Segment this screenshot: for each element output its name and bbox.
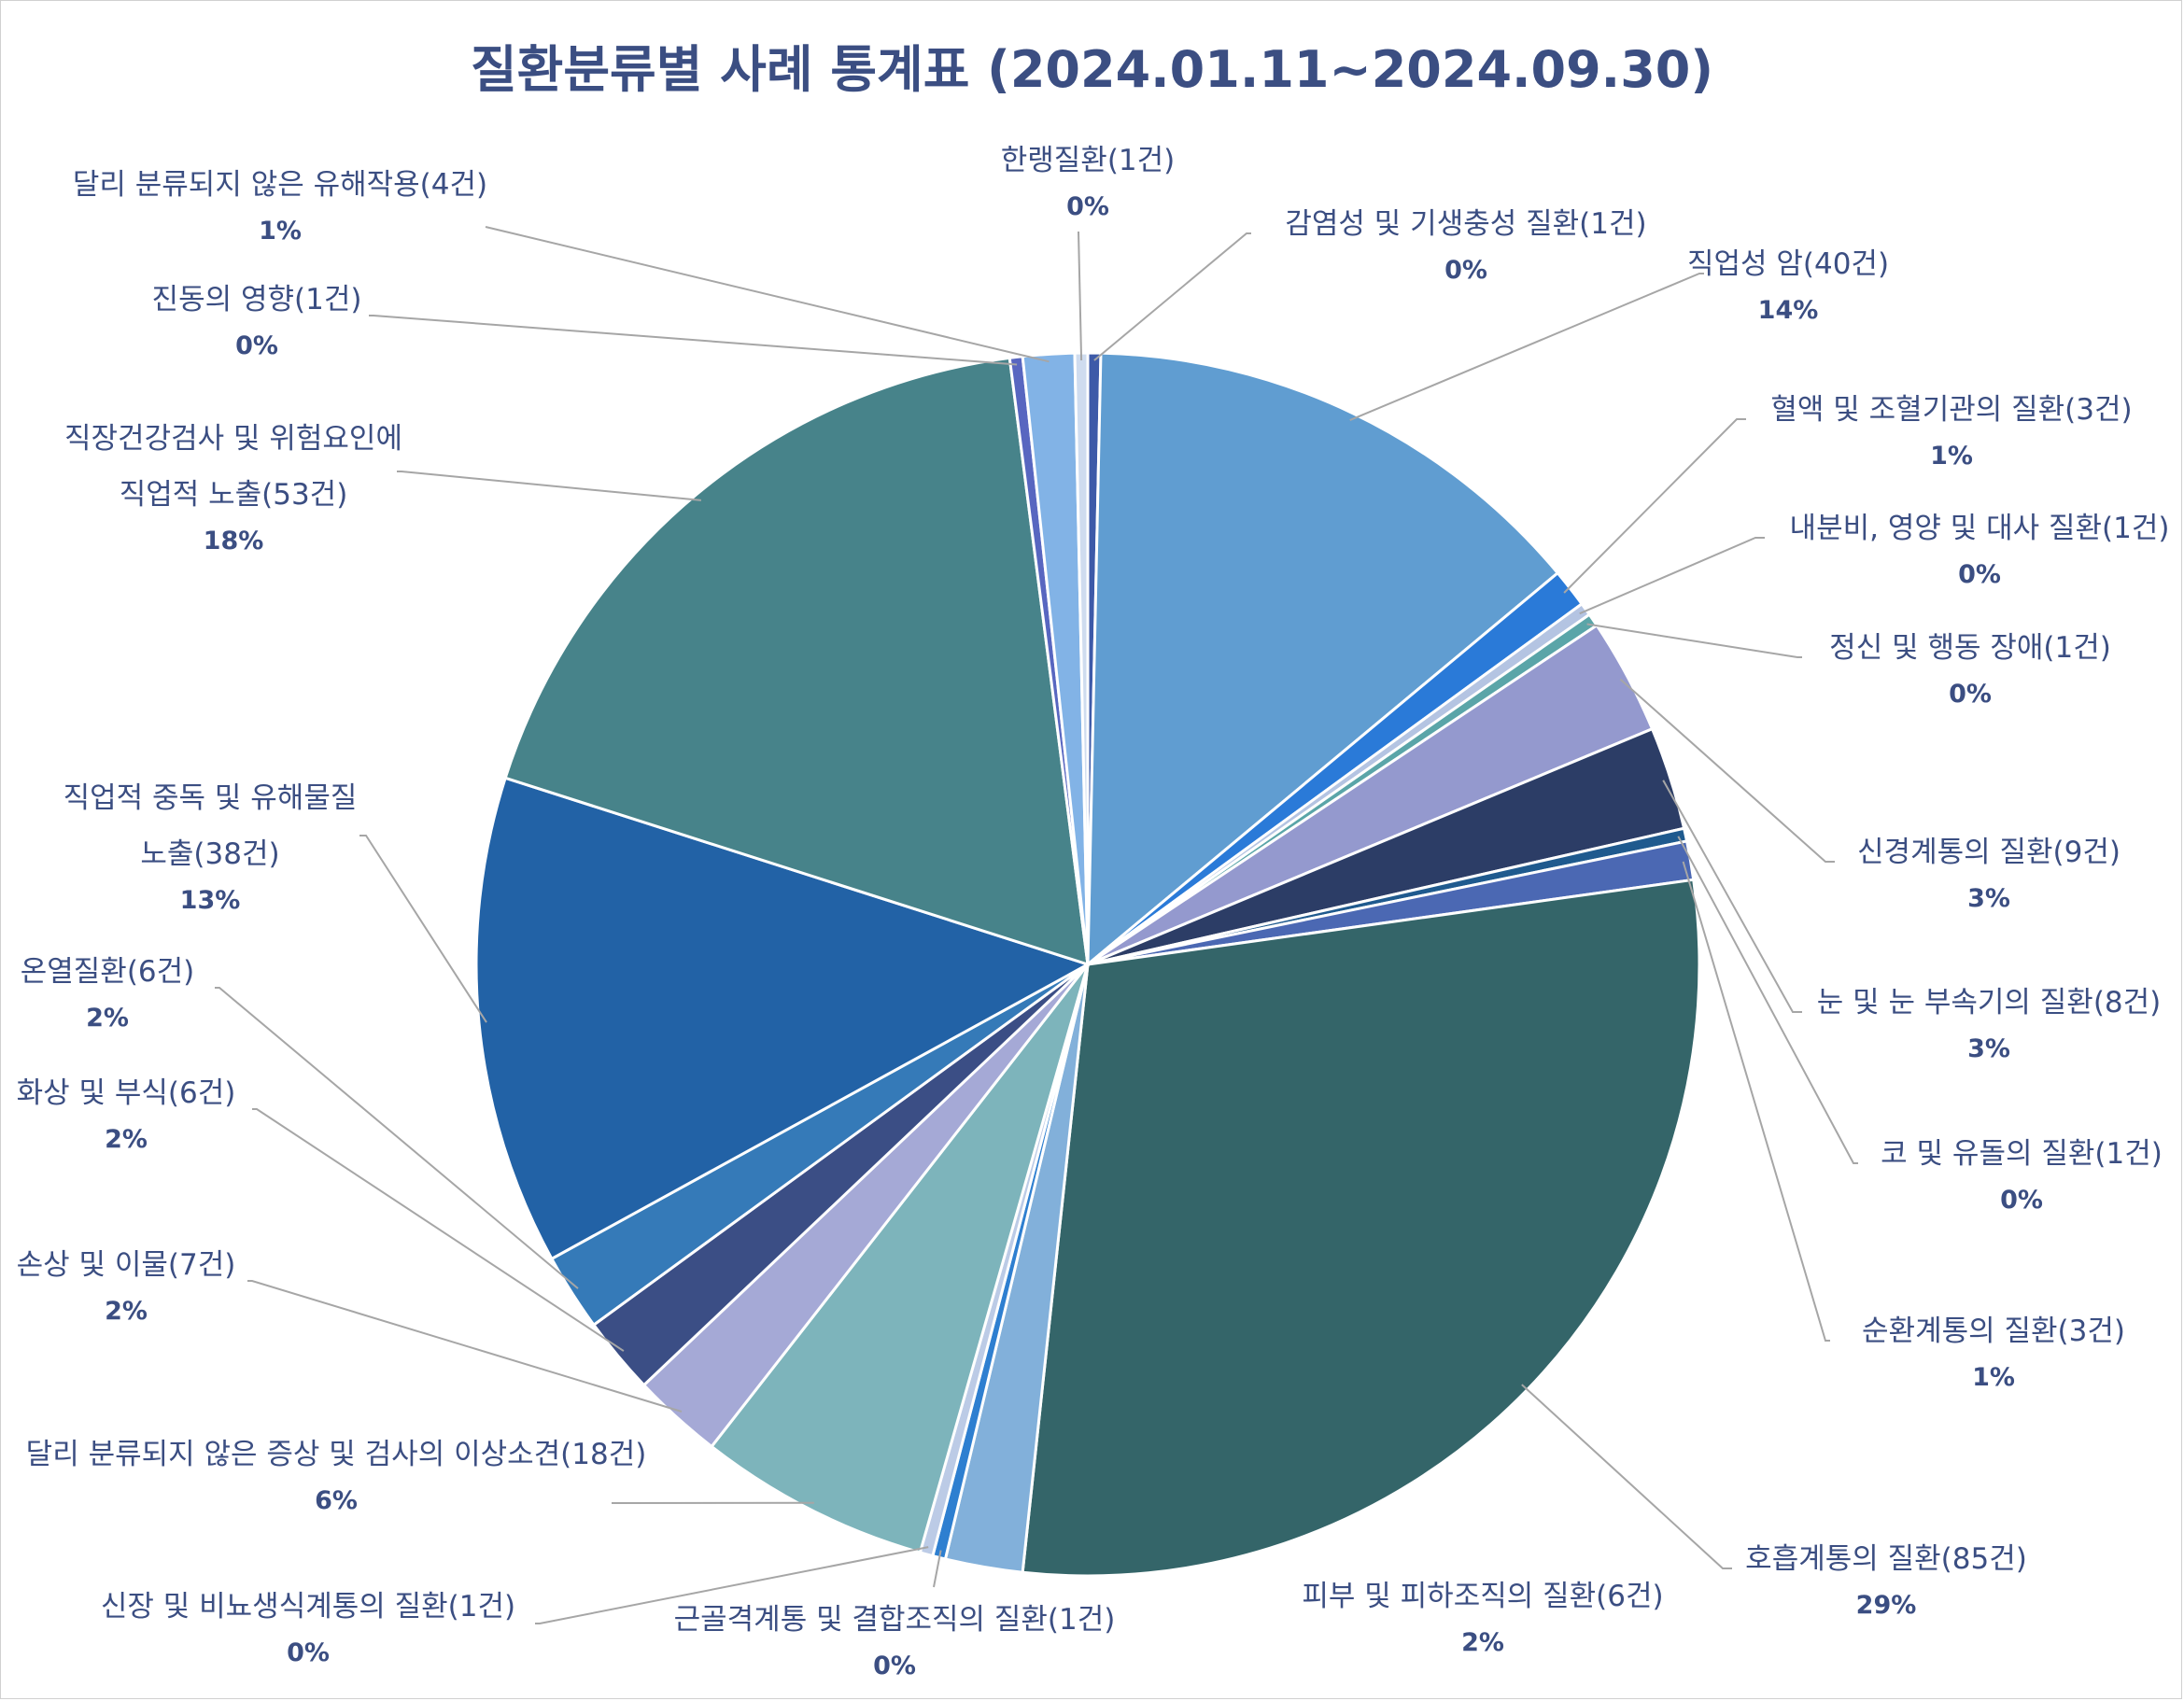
slice-label-17-line2: 노출(38건) — [140, 837, 279, 871]
slice-percent-20: 1% — [259, 217, 302, 246]
leader-line-20 — [485, 226, 1050, 363]
pie-slice-1 — [1086, 351, 1560, 968]
leader-lines — [215, 226, 1858, 1624]
leader-line-15 — [252, 1108, 625, 1352]
slice-percent-10: 2% — [1461, 1628, 1504, 1657]
slice-label-19: 진동의 영향(1건) — [152, 283, 362, 316]
slice-label-18-line2: 직업적 노출(53건) — [120, 478, 348, 512]
slice-label-3: 내분비, 영양 및 대사 질환(1건) — [1790, 512, 2170, 545]
slice-label-18-line1: 직장건강검사 및 위험요인에 — [64, 422, 402, 456]
slice-percent-16: 2% — [86, 1004, 129, 1033]
slice-percent-11: 0% — [873, 1652, 916, 1680]
leader-line-16 — [215, 987, 579, 1289]
slice-label-14: 손상 및 이물(7건) — [17, 1248, 236, 1282]
slice-percent-5: 3% — [1967, 884, 2010, 913]
leader-line-0 — [1093, 232, 1251, 361]
slice-label-7: 코 및 유돌의 질환(1건) — [1881, 1137, 2163, 1171]
leader-line-19 — [369, 315, 1018, 366]
slice-label-6: 눈 및 눈 부속기의 질환(8건) — [1817, 986, 2162, 1019]
slice-percent-9: 29% — [1856, 1591, 1917, 1620]
slice-percent-4: 0% — [1949, 680, 1992, 709]
leader-line-4 — [1586, 623, 1802, 658]
slice-percent-21: 0% — [1066, 192, 1109, 221]
pie-slice-9 — [1021, 878, 1701, 1578]
slice-percent-8: 1% — [1972, 1363, 2015, 1392]
slice-percent-15: 2% — [105, 1125, 148, 1154]
leader-line-12 — [535, 1546, 929, 1624]
slice-percent-2: 1% — [1930, 442, 1973, 471]
slice-label-1: 직업성 암(40건) — [1687, 247, 1889, 281]
leader-line-14 — [247, 1280, 683, 1413]
leader-line-5 — [1619, 678, 1835, 863]
slice-label-11: 근골격계통 및 결합조직의 질환(1건) — [674, 1603, 1116, 1637]
slice-label-5: 신경계통의 질환(9건) — [1857, 836, 2121, 869]
slice-label-2: 혈액 및 조혈기관의 질환(3건) — [1770, 393, 2132, 427]
slice-label-21: 한랭질환(1건) — [1001, 144, 1176, 177]
slice-label-16: 온열질환(6건) — [21, 955, 195, 989]
leader-line-11 — [933, 1550, 942, 1588]
slice-percent-17: 13% — [180, 886, 241, 915]
slice-label-15: 화상 및 부식(6건) — [17, 1076, 236, 1110]
slice-label-4: 정신 및 행동 장애(1건) — [1829, 631, 2111, 665]
slice-label-8: 순환계통의 질환(3건) — [1862, 1314, 2125, 1348]
slice-percent-1: 14% — [1758, 296, 1819, 325]
pie-slice-13 — [710, 963, 1090, 1554]
leader-line-2 — [1563, 418, 1746, 594]
slice-percent-14: 2% — [105, 1297, 148, 1326]
pie-slice-18 — [503, 356, 1090, 967]
slice-label-20: 달리 분류되지 않은 유해작용(4건) — [73, 168, 487, 202]
slice-labels: 감염성 및 기생충성 질환(1건) 0% 직업성 암(40건) 14% 혈액 및 조혈기… — [17, 144, 2170, 1680]
slice-label-0: 감염성 및 기생충성 질환(1건) — [1285, 207, 1646, 241]
leader-line-3 — [1579, 537, 1765, 615]
slice-percent-19: 0% — [235, 331, 278, 360]
slice-percent-18: 18% — [204, 527, 264, 555]
slice-percent-3: 0% — [1958, 560, 2001, 589]
slice-label-17-line1: 직업적 중독 및 유해물질 — [63, 781, 358, 815]
leader-line-18 — [397, 471, 701, 501]
slice-label-13: 달리 분류되지 않은 증상 및 검사의 이상소견(18건) — [26, 1438, 647, 1471]
leader-line-17 — [359, 835, 487, 1023]
slice-label-9: 호흡계통의 질환(85건) — [1745, 1542, 2027, 1576]
slice-percent-6: 3% — [1967, 1034, 2010, 1063]
slice-label-10: 피부 및 피하조직의 질환(6건) — [1302, 1580, 1663, 1613]
chart-title: 질환분류별 사례 통계표 (2024.01.11~2024.09.30) — [470, 40, 1714, 99]
slice-label-12: 신장 및 비뇨생식계통의 질환(1건) — [101, 1590, 515, 1624]
leader-line-7 — [1677, 836, 1858, 1164]
leader-line-1 — [1349, 273, 1704, 422]
pie-slices — [474, 351, 1701, 1578]
pie-slice-17 — [474, 776, 1092, 1261]
slice-percent-12: 0% — [287, 1638, 330, 1667]
leader-line-21 — [1078, 231, 1083, 361]
leader-line-6 — [1662, 780, 1802, 1013]
slice-percent-0: 0% — [1444, 256, 1487, 285]
slice-percent-7: 0% — [2000, 1186, 2043, 1215]
leader-line-8 — [1682, 861, 1830, 1342]
leader-line-9 — [1521, 1384, 1732, 1569]
slice-percent-13: 6% — [315, 1486, 358, 1515]
